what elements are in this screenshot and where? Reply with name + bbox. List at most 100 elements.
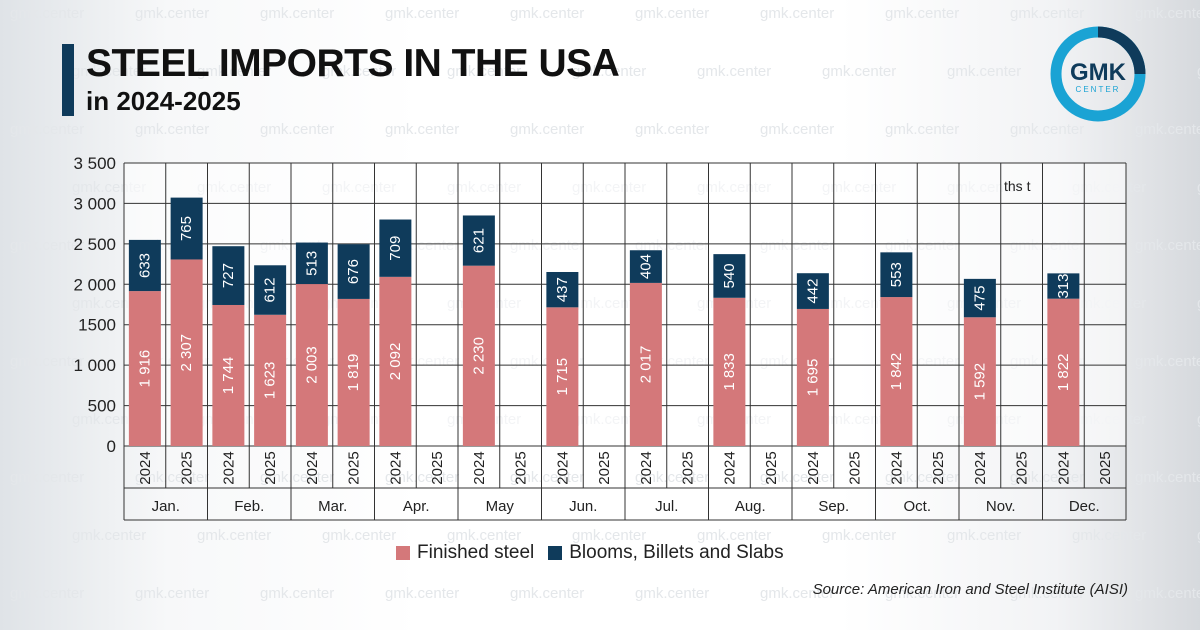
x-year-label: 2024 [554, 451, 571, 484]
x-year-label: 2025 [1014, 451, 1031, 484]
data-label-blooms: 513 [303, 251, 320, 276]
data-label-finished: 1 833 [721, 353, 738, 391]
data-label-finished: 1 623 [262, 362, 279, 400]
data-label-finished: 1 842 [888, 353, 905, 391]
data-label-finished: 1 715 [554, 358, 571, 396]
x-year-label: 2025 [179, 451, 196, 484]
x-month-label: Oct. [903, 498, 931, 515]
bar-blooms-billets-slabs [462, 215, 495, 266]
x-year-label: 2025 [429, 451, 446, 484]
bar-blooms-billets-slabs [546, 271, 579, 308]
data-label-finished: 2 307 [178, 334, 195, 372]
x-year-label: 2024 [972, 451, 989, 484]
legend-item-blooms: Blooms, Billets and Slabs [548, 542, 784, 564]
x-year-label: 2025 [596, 451, 613, 484]
bar-blooms-billets-slabs [295, 242, 328, 285]
x-month-label: Aug. [735, 498, 766, 515]
bar-blooms-billets-slabs [254, 265, 287, 315]
data-label-finished: 2 230 [470, 337, 487, 375]
bar-finished-steel [880, 297, 913, 446]
bar-finished-steel [713, 297, 746, 446]
bar-finished-steel [170, 259, 203, 446]
x-month-label: Dec. [1069, 498, 1100, 515]
x-year-label: 2024 [638, 451, 655, 484]
data-label-finished: 2 017 [637, 346, 654, 384]
bar-blooms-billets-slabs [379, 219, 412, 277]
data-label-blooms: 727 [220, 263, 237, 288]
data-label-finished: 1 592 [971, 363, 988, 401]
x-month-label: Sep. [818, 498, 849, 515]
data-label-blooms: 442 [804, 279, 821, 304]
x-year-label: 2024 [471, 451, 488, 484]
x-year-label: 2025 [513, 451, 530, 484]
data-label-finished: 1 819 [345, 354, 362, 392]
x-month-label: Apr. [403, 498, 430, 515]
x-month-label: Nov. [986, 498, 1016, 515]
source-note: Source: American Iron and Steel Institut… [812, 581, 1128, 598]
y-tick-label: 1500 [78, 316, 116, 335]
bar-blooms-billets-slabs [963, 278, 996, 318]
data-label-finished: 1 916 [136, 350, 153, 388]
x-month-label: May [486, 498, 515, 515]
y-tick-label: 3 000 [73, 194, 116, 213]
x-year-label: 2024 [304, 451, 321, 484]
bar-finished-steel [337, 298, 370, 446]
x-month-label: Jul. [655, 498, 678, 515]
data-label-blooms: 676 [345, 259, 362, 284]
x-year-label: 2024 [220, 451, 237, 484]
data-label-finished: 1 822 [1055, 354, 1072, 392]
y-tick-label: 3 500 [73, 154, 116, 173]
x-year-label: 2024 [1055, 451, 1072, 484]
gmk-center-logo: GMK CENTER [1050, 26, 1146, 122]
x-year-label: 2024 [387, 451, 404, 484]
data-label-finished: 2 092 [387, 343, 404, 381]
data-label-blooms: 633 [136, 253, 153, 278]
x-month-label: Jun. [569, 498, 597, 515]
x-year-label: 2024 [805, 451, 822, 484]
legend-label-blooms: Blooms, Billets and Slabs [569, 542, 784, 563]
bar-finished-steel [128, 291, 161, 446]
bar-blooms-billets-slabs [128, 239, 161, 292]
y-tick-label: 0 [107, 437, 116, 456]
y-tick-label: 2 500 [73, 235, 116, 254]
bar-finished-steel [379, 276, 412, 446]
data-label-finished: 1 695 [804, 359, 821, 397]
bar-blooms-billets-slabs [1047, 273, 1080, 299]
bar-finished-steel [254, 314, 287, 446]
x-year-label: 2025 [1097, 451, 1114, 484]
bar-blooms-billets-slabs [170, 197, 203, 260]
logo-text: GMK [1070, 59, 1127, 86]
data-label-blooms: 709 [387, 236, 404, 261]
y-tick-label: 500 [88, 397, 116, 416]
legend-swatch-blooms [548, 546, 563, 560]
bar-blooms-billets-slabs [337, 244, 370, 299]
bar-blooms-billets-slabs [880, 252, 913, 298]
bar-finished-steel [462, 265, 495, 446]
data-label-blooms: 621 [470, 228, 487, 253]
x-month-label: Feb. [234, 498, 264, 515]
bar-blooms-billets-slabs [796, 273, 829, 309]
data-label-blooms: 765 [178, 216, 195, 241]
bar-blooms-billets-slabs [713, 254, 746, 298]
title-accent-bar [62, 44, 74, 116]
data-label-blooms: 612 [262, 278, 279, 303]
x-year-label: 2025 [680, 451, 697, 484]
data-label-blooms: 475 [971, 286, 988, 311]
x-month-label: Jan. [152, 498, 180, 515]
x-year-label: 2025 [847, 451, 864, 484]
unit-label: ths t [1004, 178, 1031, 194]
data-label-blooms: 313 [1055, 274, 1072, 299]
x-year-label: 2025 [930, 451, 947, 484]
chart-title: STEEL IMPORTS IN THE USA [86, 42, 620, 85]
chart-subtitle: in 2024-2025 [86, 86, 241, 116]
x-year-label: 2025 [262, 451, 279, 484]
bar-finished-steel [796, 308, 829, 446]
y-tick-label: 1 000 [73, 356, 116, 375]
x-year-label: 2024 [721, 451, 738, 484]
bar-finished-steel [212, 304, 245, 446]
logo-subtext: CENTER [1076, 85, 1121, 94]
data-label-finished: 1 744 [220, 357, 237, 395]
bar-finished-steel [963, 317, 996, 446]
bar-finished-steel [629, 282, 662, 446]
